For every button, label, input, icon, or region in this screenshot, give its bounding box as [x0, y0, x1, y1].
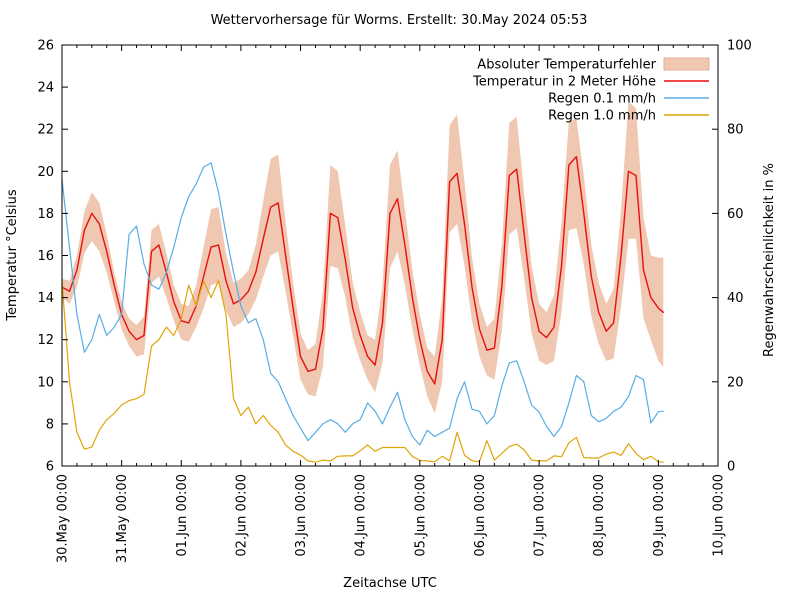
temperature-error-band	[62, 101, 664, 414]
x-tick-label: 02.Jun 00:00	[234, 474, 249, 557]
x-tick-label: 09.Jun 00:00	[652, 474, 667, 557]
x-tick-label: 01.Jun 00:00	[175, 474, 190, 557]
y-right-tick-label: 0	[727, 460, 735, 475]
y-left-tick-label: 6	[46, 460, 54, 475]
x-tick-label: 10.Jun 00:00	[712, 474, 727, 557]
legend-label: Absoluter Temperaturfehler	[477, 58, 656, 73]
rain-01mmh-line	[61, 162, 664, 446]
legend: Absoluter Temperaturfehler Temperatur in …	[472, 57, 710, 124]
x-tick-label: 31.May 00:00	[115, 474, 130, 563]
plot-area: 30.May 00:00 31.May 00:00 01.Jun 00:00 02.J…	[37, 39, 751, 564]
legend-label: Regen 1.0 mm/h	[548, 109, 656, 124]
y-left-tick-label: 22	[37, 123, 54, 138]
y-left-tick-label: 26	[37, 39, 54, 54]
x-tick-label: 06.Jun 00:00	[473, 474, 488, 557]
plot-border	[61, 44, 719, 467]
y-right-tick-label: 100	[727, 39, 752, 54]
y-right-axis-title: Regenwahrscheinlichkeit in %	[762, 163, 777, 357]
y-right-tick-label: 20	[727, 375, 744, 390]
x-tick-label: 30.May 00:00	[56, 474, 71, 563]
y-left-tick-label: 8	[46, 417, 54, 432]
y-left-axis-title: Temperatur °Celsius	[5, 189, 20, 322]
y-left-tick-label: 12	[37, 333, 54, 348]
legend-band-swatch	[663, 57, 710, 71]
x-tick-label: 05.Jun 00:00	[413, 474, 428, 557]
y-left-tick-label: 24	[37, 81, 54, 96]
y-right-tick-label: 60	[727, 207, 744, 222]
chart-title: Wettervorhersage für Worms. Erstellt: 30…	[211, 13, 588, 28]
legend-label: Temperatur in 2 Meter Höhe	[472, 75, 656, 90]
legend-label: Regen 0.1 mm/h	[548, 92, 656, 107]
y-left-tick-label: 16	[37, 249, 54, 264]
y-left-tick-label: 18	[37, 207, 54, 222]
x-tick-label: 08.Jun 00:00	[592, 474, 607, 557]
temperature-2m-line	[61, 155, 664, 385]
x-tick-label: 04.Jun 00:00	[354, 474, 369, 557]
y-left-tick-label: 10	[37, 375, 54, 390]
y-right-tick-label: 80	[727, 123, 744, 138]
y-right-tick-label: 40	[727, 291, 744, 306]
x-axis-title: Zeitachse UTC	[343, 576, 437, 591]
rain-10mmh-line	[61, 280, 664, 463]
x-tick-label: 07.Jun 00:00	[533, 474, 548, 557]
y-left-tick-label: 20	[37, 165, 54, 180]
x-tick-label: 03.Jun 00:00	[294, 474, 309, 557]
y-left-tick-label: 14	[37, 291, 54, 306]
